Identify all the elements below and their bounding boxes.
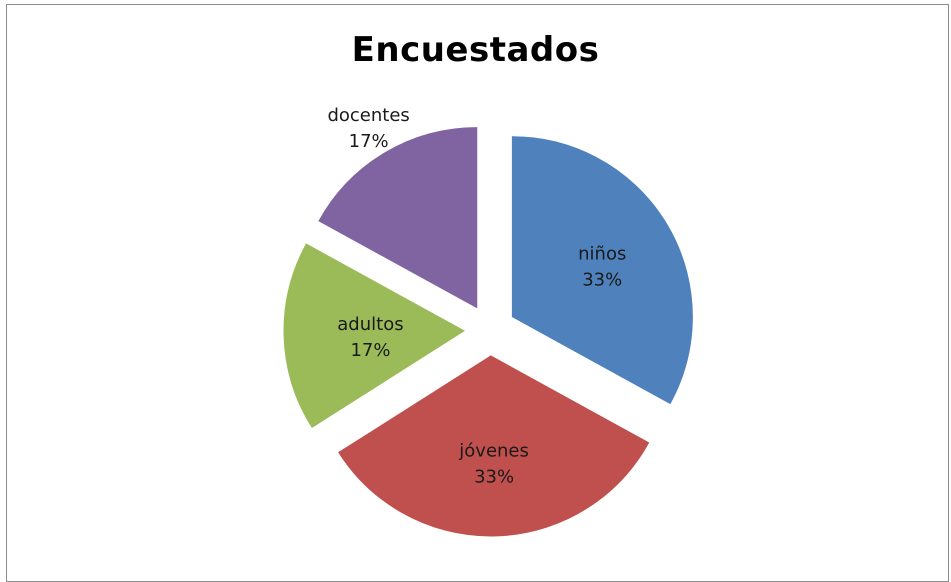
pie-slice-0 (511, 136, 693, 405)
chart-title: Encuestados (351, 30, 600, 70)
slice-percent-label: 17% (349, 131, 389, 152)
slice-name-label: jóvenes (458, 440, 529, 461)
slice-percent-label: 17% (350, 340, 390, 361)
slice-percent-label: 33% (474, 466, 514, 487)
slice-name-label: niños (578, 244, 626, 265)
pie-slice-3 (318, 127, 478, 309)
pie-slice-2 (283, 243, 465, 428)
slice-name-label: docentes (327, 105, 409, 126)
pie-slice-1 (338, 355, 650, 537)
slice-percent-label: 33% (582, 270, 622, 291)
slice-name-label: adultos (337, 314, 403, 335)
